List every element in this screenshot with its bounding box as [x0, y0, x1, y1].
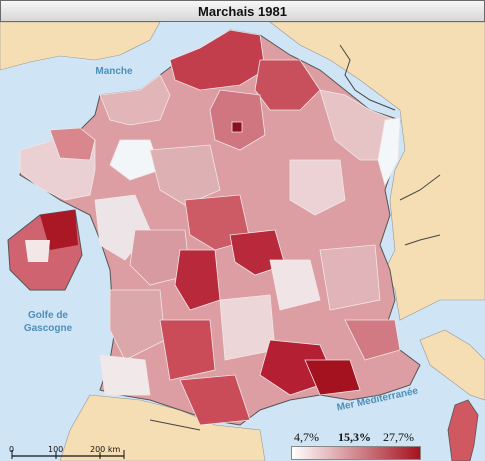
- paris-inset: [7, 209, 83, 291]
- dept-cotes-armor: [49, 127, 96, 161]
- border-line-andorra: [149, 419, 201, 431]
- dept-paris: [231, 121, 243, 133]
- france-departments: [19, 29, 421, 426]
- dept-normandy: [99, 74, 171, 126]
- border-line-germany: [399, 174, 441, 201]
- dept-lot: [159, 319, 216, 381]
- scale-label-0: 0: [9, 445, 14, 454]
- scale-label-100: 100: [48, 445, 63, 454]
- neighbour-landmass-east: [269, 21, 485, 321]
- dept-rhone-alpes: [319, 244, 381, 311]
- dept-ile-de-france: [209, 89, 266, 151]
- sea-label-manche: Manche: [95, 66, 133, 77]
- corsica: [447, 399, 479, 461]
- dept-gironde: [109, 289, 166, 361]
- dept-vienne: [129, 229, 191, 286]
- scale-bar: 0 100 200 km: [9, 445, 125, 459]
- legend-mid-label: 15,3%: [338, 430, 371, 444]
- border-line-belgium: [339, 44, 396, 111]
- dept-puy-de-dome: [269, 259, 321, 311]
- italy-landmass: [419, 329, 485, 401]
- dept-var: [344, 319, 401, 361]
- dept-aisne: [254, 59, 321, 111]
- spain-landmass: [59, 394, 266, 461]
- dept-landes: [99, 354, 151, 396]
- legend-max-label: 27,7%: [383, 430, 414, 444]
- dept-centre: [149, 144, 221, 206]
- sea-label-gascogne-2: Gascogne: [24, 323, 73, 334]
- dept-burgundy: [289, 159, 346, 216]
- scale-label-200: 200 km: [90, 445, 120, 454]
- sea-label-gascogne-1: Golfe de: [28, 310, 68, 321]
- map-title: Marchais 1981: [0, 0, 485, 22]
- legend-gradient-bar: [291, 446, 421, 460]
- dept-ariege: [179, 374, 251, 426]
- legend-min-label: 4,7%: [294, 430, 319, 444]
- dept-mayenne: [109, 139, 161, 181]
- dept-bouches-du-rhone: [304, 359, 361, 396]
- dept-alsace: [377, 117, 401, 187]
- england-landmass: [0, 21, 161, 71]
- border-line-switzerland: [404, 234, 441, 246]
- dept-haute-vienne: [174, 249, 221, 311]
- inset-dept-paris: [25, 240, 50, 262]
